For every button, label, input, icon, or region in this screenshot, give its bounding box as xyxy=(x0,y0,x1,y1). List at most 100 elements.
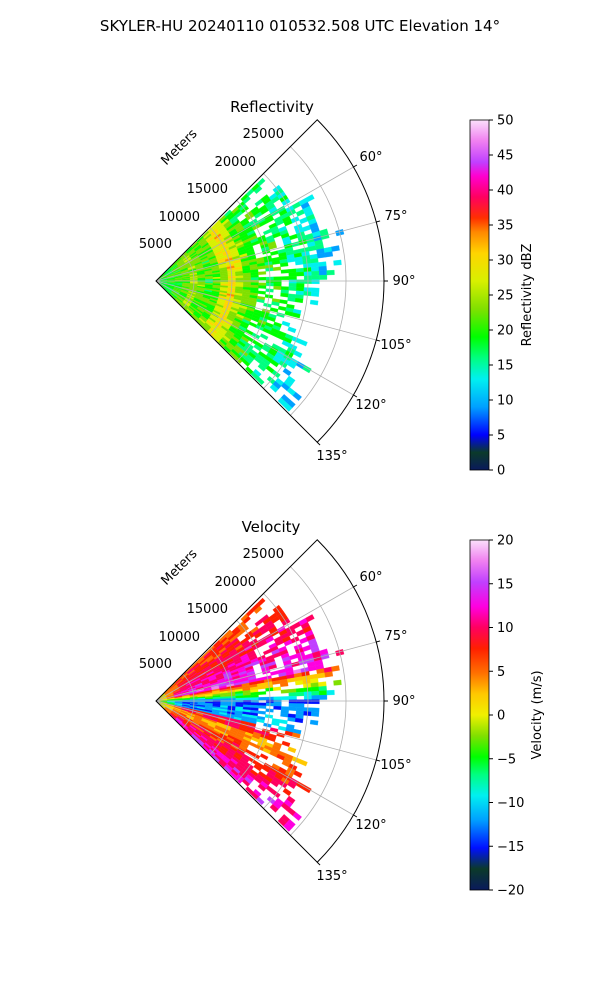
vel-gate-866 xyxy=(273,705,282,710)
vel-gate-382 xyxy=(205,698,214,701)
refl-gate-983 xyxy=(291,312,301,319)
refl-azimuth-tickmark-60 xyxy=(353,164,358,168)
vel-gate-968 xyxy=(289,653,298,661)
refl-gate-947 xyxy=(281,320,291,327)
refl-gate-1076 xyxy=(305,194,315,203)
refl-gate-1047 xyxy=(293,350,303,358)
radial-tick-5000: 5000 xyxy=(139,657,172,672)
vel-gate-903 xyxy=(279,719,288,725)
vel-gate-1049 xyxy=(287,781,297,790)
vel-gate-1039 xyxy=(311,686,320,692)
velocity-colorbar: −20 −15 −10 −5 0 5 10 15 20 Velocity (m/s) xyxy=(469,534,545,899)
vel-gate-862 xyxy=(272,686,282,691)
vel-gate-795 xyxy=(248,741,258,748)
vel-gate-1045 xyxy=(309,719,319,726)
vel-gate-1043 xyxy=(311,707,320,713)
refl-cb-ticklabel-7: 35 xyxy=(497,219,514,234)
vel-cb-ticklabel-0: −20 xyxy=(497,884,524,899)
refl-gate-917 xyxy=(253,185,263,194)
azimuth-tick-120: 120° xyxy=(355,398,386,413)
refl-gate-784 xyxy=(258,271,267,275)
azimuth-tick-90: 90° xyxy=(392,274,415,289)
radial-tick-15000: 15000 xyxy=(187,602,228,617)
refl-gate-992 xyxy=(270,359,280,368)
refl-gate-957 xyxy=(257,363,267,372)
vel-gate-875 xyxy=(259,753,269,761)
vel-gate-904 xyxy=(278,725,287,732)
reflectivity-colorbar: 0 5 10 15 20 25 30 35 40 45 50 Reflectivity dBZ xyxy=(469,114,535,479)
radial-tick-25000: 25000 xyxy=(243,127,284,142)
refl-gate-1081 xyxy=(326,269,335,276)
refl-azimuth-tickmark-75 xyxy=(376,220,381,223)
velocity-grid xyxy=(155,539,388,866)
refl-gate-902 xyxy=(280,292,289,298)
radial-tick-15000: 15000 xyxy=(187,182,228,197)
azimuth-tick-120: 120° xyxy=(355,818,386,833)
vel-gate-898 xyxy=(280,689,289,694)
vel-gate-736 xyxy=(250,697,259,701)
vel-gate-1088 xyxy=(292,811,302,821)
refl-gate-981 xyxy=(294,297,304,304)
vel-gate-1069 xyxy=(318,685,327,692)
vel-gate-1068 xyxy=(318,681,327,687)
velocity-panel: Velocity Meters 5000 10000 15000 20000 2… xyxy=(139,518,545,899)
refl-gate-936 xyxy=(288,268,297,274)
radial-tick-10000: 10000 xyxy=(159,630,200,645)
azimuth-tick-135: 135° xyxy=(316,869,347,884)
vel-gate-1090 xyxy=(283,822,293,832)
vel-azimuth-tickmark-75 xyxy=(376,640,381,643)
vel-gate-978 xyxy=(296,706,305,712)
vel-cb-ticklabel-6: 10 xyxy=(497,621,514,636)
refl-gate-976 xyxy=(296,279,305,284)
reflectivity-title: Reflectivity xyxy=(230,98,314,116)
vel-cb-ticklabel-8: 20 xyxy=(497,534,514,549)
refl-azimuth-tickmark-135 xyxy=(316,441,321,446)
refl-gate-500 xyxy=(220,278,229,281)
vel-gate-992 xyxy=(270,779,280,788)
vel-gate-787 xyxy=(258,705,267,709)
vel-gate-1053 xyxy=(269,804,279,813)
vel-azimuth-line-75 xyxy=(155,641,377,702)
figure-title: SKYLER-HU 20240110 010532.508 UTC Elevat… xyxy=(100,17,500,35)
vel-gate-1044 xyxy=(310,711,320,717)
refl-gate-617 xyxy=(235,275,244,279)
vel-gate-1050 xyxy=(282,787,292,797)
refl-gate-1044 xyxy=(310,291,320,297)
vel-gate-441 xyxy=(212,698,221,701)
vel-gate-1047 xyxy=(293,770,303,778)
vel-gate-786 xyxy=(258,702,267,706)
reflectivity-panel: Reflectivity Meters 5000 10000 15000 200… xyxy=(139,98,535,479)
refl-gate-863 xyxy=(273,276,282,281)
refl-gate-903 xyxy=(279,299,288,305)
azimuth-tick-75: 75° xyxy=(384,209,407,224)
refl-gate-441 xyxy=(212,278,221,281)
refl-gate-940 xyxy=(288,283,297,288)
vel-gate-936 xyxy=(288,688,297,694)
refl-gate-854 xyxy=(262,228,272,236)
radial-tick-20000: 20000 xyxy=(215,155,256,170)
vel-azimuth-tickmark-120 xyxy=(353,814,358,818)
refl-gate-938 xyxy=(288,275,297,280)
vel-gate-1071 xyxy=(319,694,328,700)
refl-cb-ticklabel-0: 0 xyxy=(497,464,505,479)
vel-gate-937 xyxy=(288,692,297,697)
vel-gate-737 xyxy=(250,699,259,703)
refl-gate-866 xyxy=(273,285,282,290)
vel-gate-976 xyxy=(296,699,305,704)
refl-cb-ticklabel-8: 40 xyxy=(497,184,514,199)
refl-gate-904 xyxy=(278,305,287,312)
radial-tick-10000: 10000 xyxy=(159,210,200,225)
vel-gate-1080 xyxy=(324,671,334,678)
refl-gate-1069 xyxy=(318,265,327,272)
vel-gate-957 xyxy=(257,783,267,792)
refl-gate-862 xyxy=(272,266,282,271)
refl-gate-1087 xyxy=(333,259,342,266)
refl-gate-677 xyxy=(243,277,252,281)
vel-gate-1046 xyxy=(298,759,308,767)
vel-gate-1040 xyxy=(311,690,320,696)
vel-gate-984 xyxy=(287,746,297,754)
refl-gate-960 xyxy=(256,177,266,187)
vel-gate-941 xyxy=(288,706,297,711)
refl-gate-943 xyxy=(287,297,296,302)
